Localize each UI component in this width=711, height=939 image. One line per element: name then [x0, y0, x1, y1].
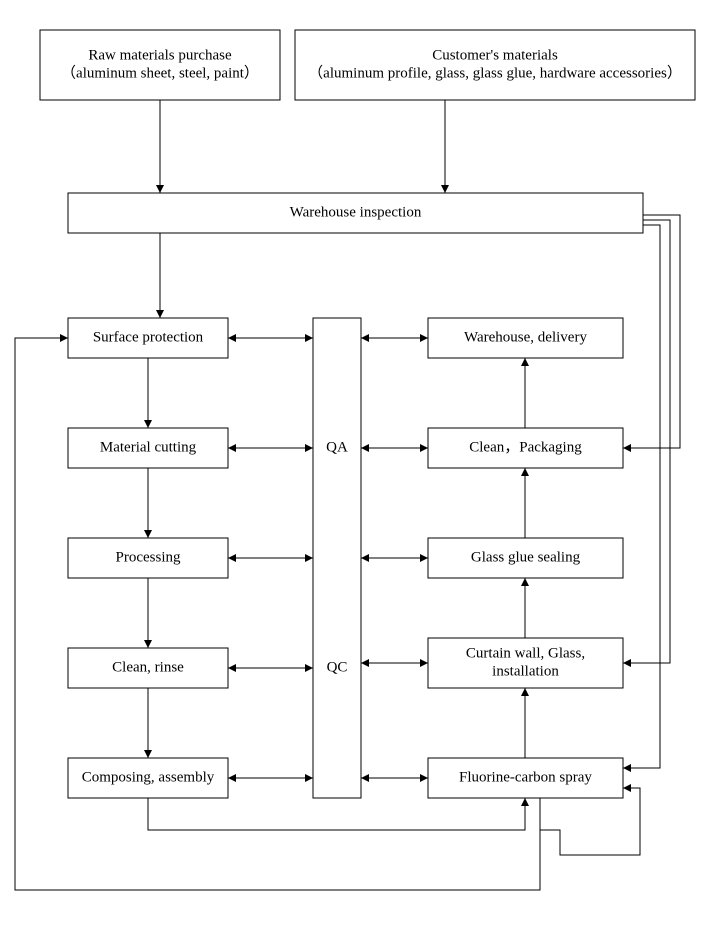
node-label: Clean，Packaging [469, 439, 582, 455]
node-label: Surface protection [93, 329, 204, 345]
arrow-head [144, 530, 152, 538]
node-label: installation [492, 663, 559, 679]
arrow-head [144, 750, 152, 758]
arrow-head [60, 334, 68, 342]
node-label: （aluminum profile, glass, glass glue, ha… [308, 64, 682, 81]
arrow-head [521, 468, 529, 476]
arrow-head [420, 554, 428, 562]
node-label: Fluorine-carbon spray [459, 769, 592, 785]
arrow-head [305, 334, 313, 342]
arrow-head [361, 554, 369, 562]
arrow-head [623, 764, 631, 772]
arrow-head [305, 664, 313, 672]
arrow-head [228, 334, 236, 342]
arrow-head [228, 774, 236, 782]
arrow-head [228, 444, 236, 452]
arrow-head [521, 578, 529, 586]
node-label: Clean, rinse [112, 659, 184, 675]
arrow-head [420, 444, 428, 452]
arrow-head [623, 444, 631, 452]
arrow-head [623, 784, 631, 792]
arrow-head [441, 185, 449, 193]
arrow-head [156, 310, 164, 318]
arrow-head [420, 774, 428, 782]
node-label: Material cutting [100, 439, 197, 455]
arrow-head [156, 185, 164, 193]
arrow-head [361, 444, 369, 452]
node-label: Warehouse inspection [290, 204, 422, 220]
node-label: Composing, assembly [82, 769, 215, 785]
edge [623, 225, 660, 768]
arrow-head [361, 659, 369, 667]
arrow-head [623, 659, 631, 667]
qc-label: QC [327, 659, 348, 675]
edge [623, 220, 670, 663]
arrow-head [521, 358, 529, 366]
node-label: Customer's materials [432, 47, 558, 63]
edge [15, 338, 540, 890]
arrow-head [305, 444, 313, 452]
arrow-head [305, 774, 313, 782]
node-label: Glass glue sealing [471, 549, 581, 565]
edge [623, 215, 680, 448]
arrow-head [361, 774, 369, 782]
node-label: （aluminum sheet, steel, paint） [61, 64, 259, 81]
arrow-head [228, 554, 236, 562]
node-qaqc [313, 318, 361, 798]
edge [148, 798, 525, 830]
arrow-head [144, 420, 152, 428]
arrow-head [144, 640, 152, 648]
node-label: Raw materials purchase [88, 47, 232, 63]
arrow-head [521, 688, 529, 696]
node-label: Warehouse, delivery [464, 329, 587, 345]
arrow-head [420, 659, 428, 667]
node-label: Curtain wall, Glass, [466, 645, 585, 661]
flowchart-canvas: Raw materials purchase（aluminum sheet, s… [0, 0, 711, 939]
arrow-head [420, 334, 428, 342]
arrow-head [228, 664, 236, 672]
node-label: Processing [116, 549, 181, 565]
qa-label: QA [326, 439, 348, 455]
arrow-head [521, 798, 529, 806]
arrow-head [361, 334, 369, 342]
arrow-head [305, 554, 313, 562]
